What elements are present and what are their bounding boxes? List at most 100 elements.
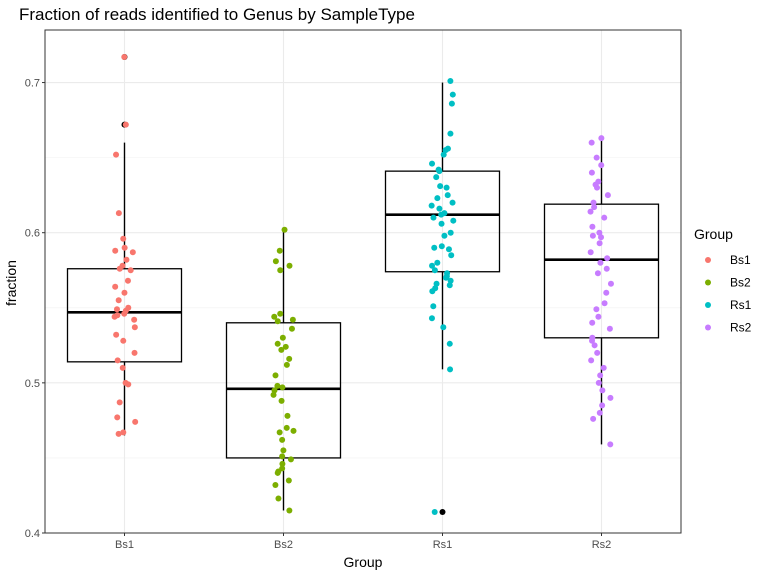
data-point (606, 325, 613, 332)
data-point (431, 267, 438, 274)
data-point (442, 147, 449, 154)
data-point (448, 252, 455, 259)
data-point (447, 277, 454, 284)
data-point (279, 334, 286, 341)
points-Rs2 (587, 135, 614, 448)
data-point (446, 282, 453, 289)
data-point (111, 313, 118, 320)
legend-entry-Rs2: Rs2 (705, 321, 752, 335)
data-point (594, 270, 601, 277)
legend-entry-Bs1: Bs1 (705, 253, 751, 267)
data-point (433, 280, 440, 287)
data-point (589, 319, 596, 326)
data-point (119, 364, 126, 371)
data-point (438, 220, 445, 227)
x-axis: Bs1 Bs2 Rs1 Rs2 (115, 533, 611, 551)
data-point (600, 364, 607, 371)
data-point (286, 262, 293, 269)
data-point (274, 340, 281, 347)
data-point (587, 208, 594, 215)
data-point (596, 240, 603, 247)
outlier-point (439, 508, 446, 515)
data-point (601, 300, 608, 307)
data-point (122, 121, 129, 128)
data-point (437, 183, 444, 190)
data-point (121, 310, 128, 317)
data-point (446, 340, 453, 347)
data-point (116, 265, 123, 272)
data-point (599, 402, 606, 409)
data-point (271, 387, 278, 394)
data-point (286, 507, 293, 514)
panel-background (45, 30, 681, 533)
data-point (593, 306, 600, 313)
y-tick-label: 0.6 (25, 228, 40, 240)
data-point (443, 274, 450, 281)
data-point (277, 267, 284, 274)
data-point (288, 325, 295, 332)
data-point (131, 316, 138, 323)
data-point (449, 91, 456, 98)
data-point (594, 349, 601, 356)
data-point (440, 151, 447, 158)
data-point (589, 232, 596, 239)
data-point (431, 508, 438, 515)
data-point (591, 204, 598, 211)
data-point (279, 436, 286, 443)
data-point (588, 139, 595, 146)
data-point (275, 495, 282, 502)
data-point (284, 412, 291, 419)
data-point (120, 235, 127, 242)
panel-border (44, 29, 682, 534)
data-point (433, 174, 440, 181)
data-point (131, 324, 138, 331)
y-axis-title: fraction (3, 260, 19, 306)
data-point (121, 54, 128, 61)
data-point (114, 357, 121, 364)
data-point (290, 427, 297, 434)
data-point (590, 415, 597, 422)
data-point (115, 210, 122, 217)
data-point (595, 313, 602, 320)
data-point (436, 205, 443, 212)
legend-title: Group (694, 226, 733, 242)
data-point (436, 168, 443, 175)
data-point (447, 78, 454, 85)
data-point (593, 154, 600, 161)
chart-title: Fraction of reads identified to Genus by… (19, 5, 415, 24)
data-point (604, 255, 611, 262)
points-Bs2 (270, 226, 297, 514)
data-point (276, 429, 283, 436)
data-point (120, 337, 127, 344)
data-point (607, 394, 614, 401)
data-point (429, 288, 436, 295)
data-point (598, 162, 605, 169)
y-tick-label: 0.4 (25, 528, 40, 540)
data-point (113, 331, 120, 338)
data-point (448, 100, 455, 107)
data-point (278, 397, 285, 404)
data-point (271, 313, 278, 320)
legend-key (705, 302, 711, 308)
data-point (286, 355, 293, 362)
data-point (599, 387, 606, 394)
data-point (595, 379, 602, 386)
y-axis: 0.4 0.5 0.6 0.7 (25, 78, 45, 540)
legend-key (705, 324, 711, 331)
points-Bs1 (111, 54, 139, 437)
data-point (434, 259, 441, 266)
data-point (274, 469, 281, 476)
data-point (447, 229, 454, 236)
x-tick-label: Rs1 (433, 539, 453, 551)
data-point (443, 184, 450, 191)
data-point (596, 409, 603, 416)
data-point (116, 399, 123, 406)
x-tick-label: Rs2 (592, 539, 612, 551)
data-point (125, 381, 132, 388)
data-point (594, 184, 601, 191)
data-point (274, 382, 281, 389)
data-point (438, 211, 445, 218)
points-Rs1 (428, 78, 457, 515)
data-point (270, 391, 277, 398)
data-point (274, 318, 281, 325)
